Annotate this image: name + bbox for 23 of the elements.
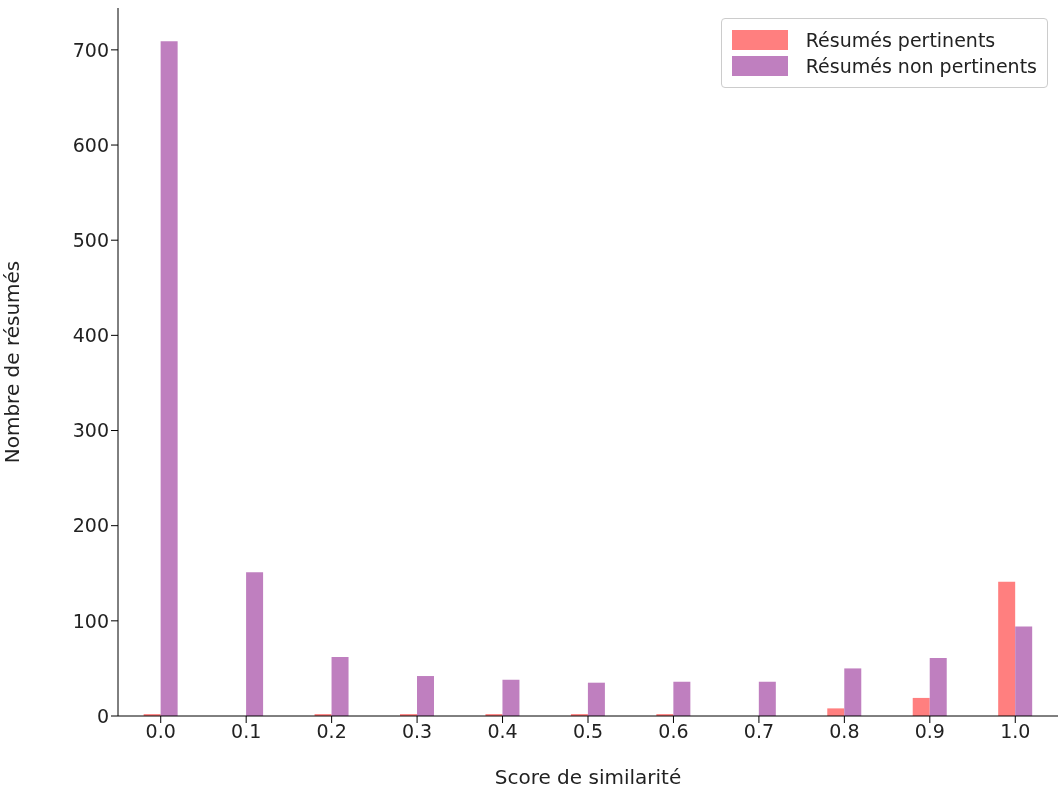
- y-tick-label: 0: [96, 704, 109, 727]
- x-tick-label: 0.6: [658, 720, 689, 743]
- x-tick-label: 0.8: [829, 720, 860, 743]
- x-tick-label: 0.0: [145, 720, 176, 743]
- y-tick-label: 200: [72, 514, 109, 537]
- x-tick-label: 0.9: [914, 720, 945, 743]
- y-tick-label: 500: [72, 228, 109, 251]
- y-tick-label: 300: [72, 419, 109, 442]
- y-tick-label: 400: [72, 324, 109, 347]
- y-tick-label: 100: [72, 609, 109, 632]
- legend-label: Résumés pertinents: [805, 29, 996, 51]
- y-tick-label: 600: [72, 133, 109, 156]
- y-axis-title: Nombre de résumés: [0, 260, 25, 464]
- x-tick-label: 0.4: [487, 720, 518, 743]
- x-tick-label: 0.7: [743, 720, 775, 743]
- x-tick-label: 1.0: [1000, 720, 1031, 743]
- x-tick-label: 0.5: [572, 720, 604, 743]
- x-axis-title: Score de similarité: [494, 765, 682, 789]
- x-tick-label: 0.3: [401, 720, 433, 743]
- x-tick-label: 0.2: [316, 720, 347, 743]
- legend-label: Résumés non pertinents: [805, 55, 1037, 77]
- x-tick-label: 0.1: [231, 720, 262, 743]
- y-tick-label: 700: [72, 38, 109, 61]
